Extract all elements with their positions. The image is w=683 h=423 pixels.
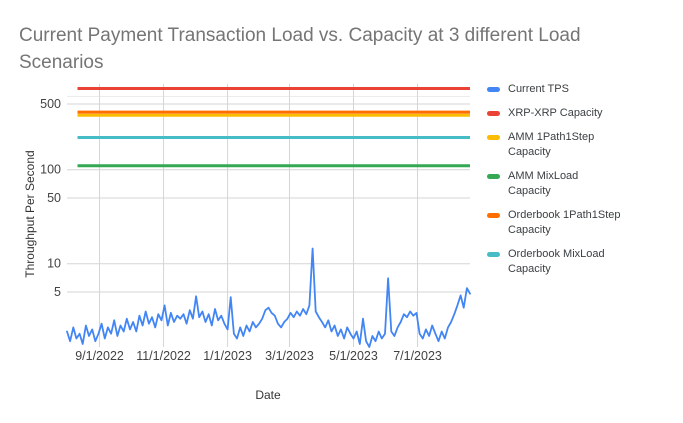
legend-item: XRP-XRP Capacity [487, 106, 623, 121]
y-axis-title: Throughput Per Second [23, 150, 37, 278]
chart-title: Current Payment Transaction Load vs. Cap… [19, 25, 581, 73]
y-tick-label: 5 [54, 285, 61, 299]
legend: Current TPS XRP-XRP Capacity AMM 1Path1S… [487, 82, 623, 286]
x-axis-title: Date [255, 388, 281, 402]
legend-item-label: AMM 1Path1Step Capacity [508, 131, 595, 158]
legend-item-label: Orderbook MixLoad Capacity [508, 248, 605, 275]
legend-swatch-icon [487, 111, 500, 116]
legend-item: AMM MixLoad Capacity [487, 169, 623, 199]
legend-item: Orderbook 1Path1Step Capacity [487, 208, 623, 238]
tps-series-line [66, 247, 471, 348]
y-tick-label: 10 [47, 257, 61, 271]
y-tick-label: 50 [47, 191, 61, 205]
legend-item: Current TPS [487, 82, 623, 97]
x-tick-label: 9/1/2022 [75, 349, 124, 363]
legend-swatch-icon [487, 87, 500, 92]
legend-swatch-icon [487, 213, 500, 218]
x-tick-label: 7/1/2023 [393, 349, 442, 363]
legend-swatch-icon [487, 252, 500, 257]
y-tick-label: 500 [40, 97, 61, 111]
legend-item: AMM 1Path1Step Capacity [487, 130, 623, 160]
y-tick-label: 100 [40, 163, 61, 177]
x-tick-label: 3/1/2023 [265, 349, 314, 363]
legend-item: Orderbook MixLoad Capacity [487, 247, 623, 277]
legend-item-label: Orderbook 1Path1Step Capacity [508, 209, 621, 236]
x-tick-label: 1/1/2023 [203, 349, 252, 363]
x-tick-label: 11/1/2022 [136, 349, 191, 363]
legend-item-label: AMM MixLoad Capacity [508, 170, 579, 197]
legend-item-label: Current TPS [508, 83, 569, 95]
legend-item-label: XRP-XRP Capacity [508, 107, 603, 119]
legend-swatch-icon [487, 135, 500, 140]
x-tick-label: 5/1/2023 [329, 349, 378, 363]
legend-swatch-icon [487, 174, 500, 179]
